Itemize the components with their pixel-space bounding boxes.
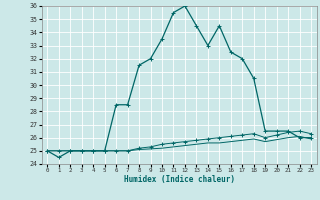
X-axis label: Humidex (Indice chaleur): Humidex (Indice chaleur) — [124, 175, 235, 184]
